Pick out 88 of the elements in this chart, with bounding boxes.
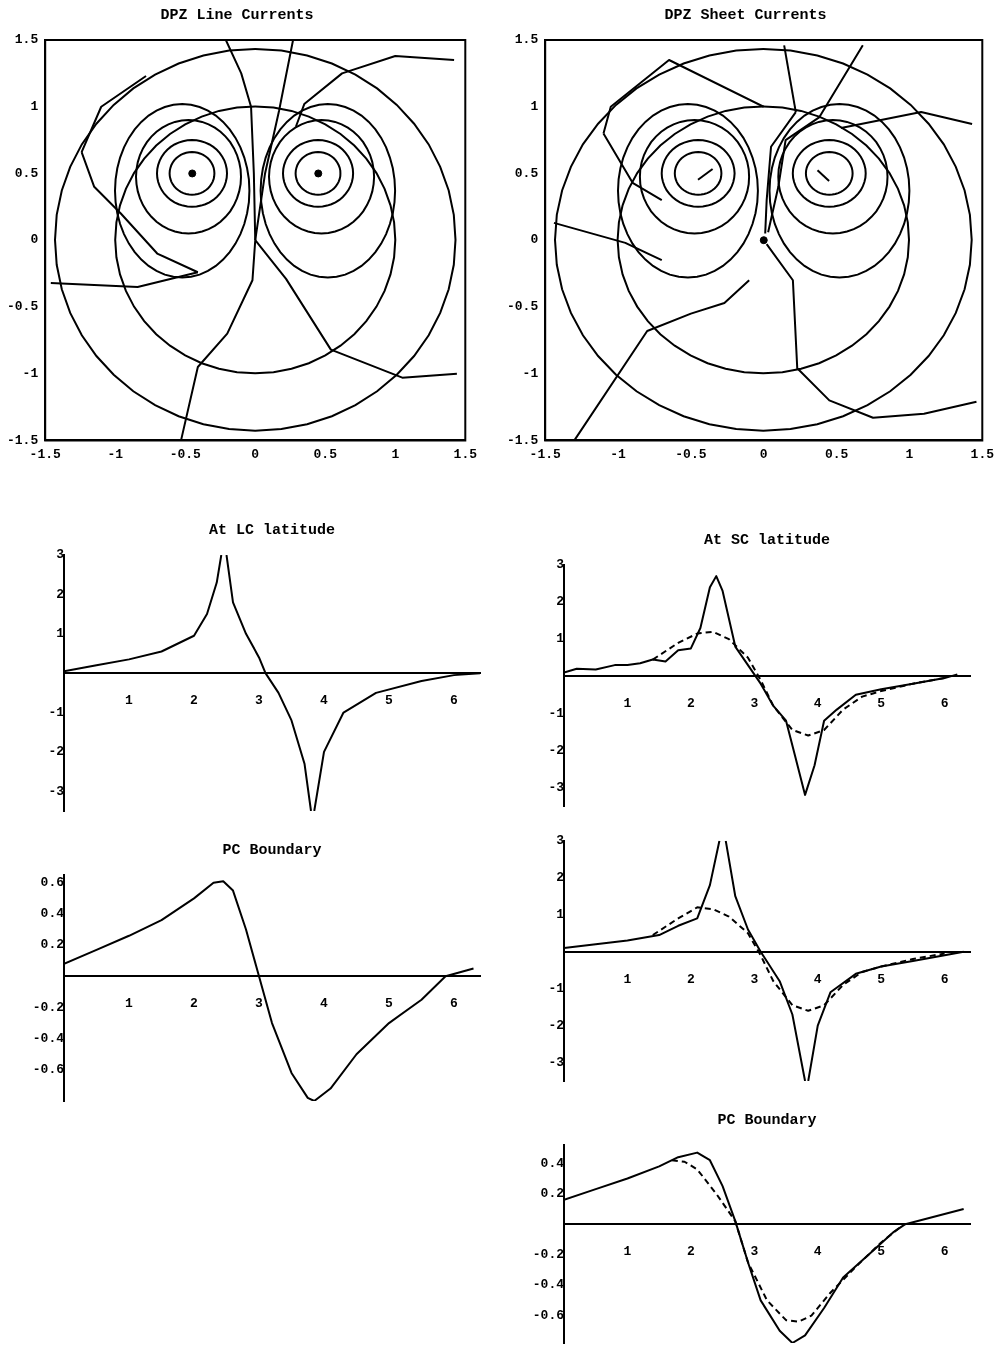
x-tick-label: 0.5 (313, 447, 338, 463)
y-tick-label: 1.5 (14, 32, 39, 48)
y-tick-label: 1 (30, 99, 39, 115)
y-tick-label: -3 (548, 779, 565, 795)
chart-title: DPZ Sheet Currents (664, 6, 827, 24)
y-tick-label: 1 (530, 99, 539, 115)
x-tick-label: 0 (759, 447, 768, 463)
x-tick-label: 2 (686, 971, 695, 987)
y-tick-label: 3 (556, 557, 565, 573)
x-tick-label: 2 (686, 696, 695, 712)
y-tick-label: 0 (530, 232, 539, 248)
x-tick-label: 4 (813, 1244, 822, 1260)
y-tick-label: -1 (522, 365, 539, 381)
x-tick-label: 1 (623, 696, 632, 712)
x-tick-label: 2 (190, 996, 199, 1012)
y-tick-label: 0 (30, 232, 39, 248)
x-tick-label: 6 (940, 971, 949, 987)
x-tick-label: 3 (750, 971, 759, 987)
y-tick-label: -0.4 (32, 1030, 65, 1046)
y-tick-label: 1 (556, 906, 565, 922)
x-tick-label: 6 (450, 693, 459, 709)
x-tick-label: -1 (107, 447, 124, 463)
x-tick-label: 0 (251, 447, 260, 463)
x-tick-label: 6 (450, 996, 459, 1012)
x-tick-label: 5 (877, 1244, 886, 1260)
x-tick-label: 5 (877, 696, 886, 712)
y-tick-label: 0.2 (540, 1186, 565, 1202)
y-tick-label: 2 (556, 594, 565, 610)
y-tick-label: -0.2 (532, 1246, 565, 1262)
y-tick-label: 3 (556, 833, 565, 849)
x-tick-label: 1 (905, 447, 914, 463)
y-tick-label: -0.6 (532, 1307, 565, 1323)
y-tick-label: 0.4 (540, 1155, 565, 1171)
y-tick-label: 3 (56, 547, 65, 563)
x-tick-label: 3 (750, 696, 759, 712)
x-tick-label: 1.5 (970, 447, 995, 463)
chart-title: PC Boundary (717, 1111, 817, 1129)
y-tick-label: -2 (48, 744, 65, 760)
y-tick-label: -0.6 (32, 1062, 65, 1078)
x-tick-label: 3 (255, 996, 264, 1012)
y-tick-label: -0.4 (532, 1277, 565, 1293)
x-tick-label: 6 (940, 696, 949, 712)
x-tick-label: 5 (385, 693, 394, 709)
x-tick-label: 6 (940, 1244, 949, 1260)
x-tick-label: 3 (255, 693, 264, 709)
x-tick-label: 4 (813, 971, 822, 987)
x-tick-label: 1 (391, 447, 400, 463)
y-tick-label: -3 (48, 783, 65, 799)
x-tick-label: -1 (610, 447, 627, 463)
x-tick-label: 1.5 (453, 447, 478, 463)
x-tick-label: 3 (750, 1244, 759, 1260)
x-tick-label: 4 (813, 696, 822, 712)
x-tick-label: 4 (320, 996, 329, 1012)
chart-title: DPZ Line Currents (160, 6, 314, 24)
x-tick-label: -0.5 (169, 447, 202, 463)
x-tick-label: 1 (125, 693, 134, 709)
y-tick-label: 1 (56, 626, 65, 642)
y-tick-label: 0.4 (40, 906, 65, 922)
x-tick-label: -0.5 (675, 447, 707, 463)
x-tick-label: 2 (686, 1244, 695, 1260)
y-tick-label: -2 (548, 742, 565, 758)
y-tick-label: 1 (556, 631, 565, 647)
y-tick-label: -1 (22, 365, 39, 381)
y-tick-label: 0.5 (14, 165, 39, 181)
x-tick-label: 0.5 (824, 447, 849, 463)
x-tick-label: 1 (623, 1244, 632, 1260)
chart-title: PC Boundary (222, 841, 322, 859)
y-tick-label: -1.5 (6, 432, 39, 448)
x-tick-label: 1 (125, 996, 134, 1012)
y-tick-label: 2 (556, 870, 565, 886)
x-tick-label: 4 (320, 693, 329, 709)
y-tick-label: -1.5 (506, 432, 539, 448)
x-tick-label: 2 (190, 693, 199, 709)
chart-title: At LC latitude (208, 521, 336, 539)
y-tick-label: 2 (56, 586, 65, 602)
x-tick-label: 1 (623, 971, 632, 987)
y-tick-label: -3 (548, 1054, 565, 1070)
y-tick-label: 0.5 (514, 165, 539, 181)
y-tick-label: -2 (548, 1017, 565, 1033)
y-tick-label: 1.5 (514, 32, 539, 48)
chart-title: At SC latitude (703, 531, 831, 549)
y-tick-label: -0.2 (32, 999, 65, 1015)
y-tick-label: -0.5 (506, 299, 539, 315)
y-tick-label: 0.6 (40, 875, 65, 891)
y-tick-label: -0.5 (6, 299, 39, 315)
x-tick-label: 5 (385, 996, 394, 1012)
x-tick-label: 5 (877, 971, 886, 987)
y-tick-label: 0.2 (40, 937, 65, 953)
